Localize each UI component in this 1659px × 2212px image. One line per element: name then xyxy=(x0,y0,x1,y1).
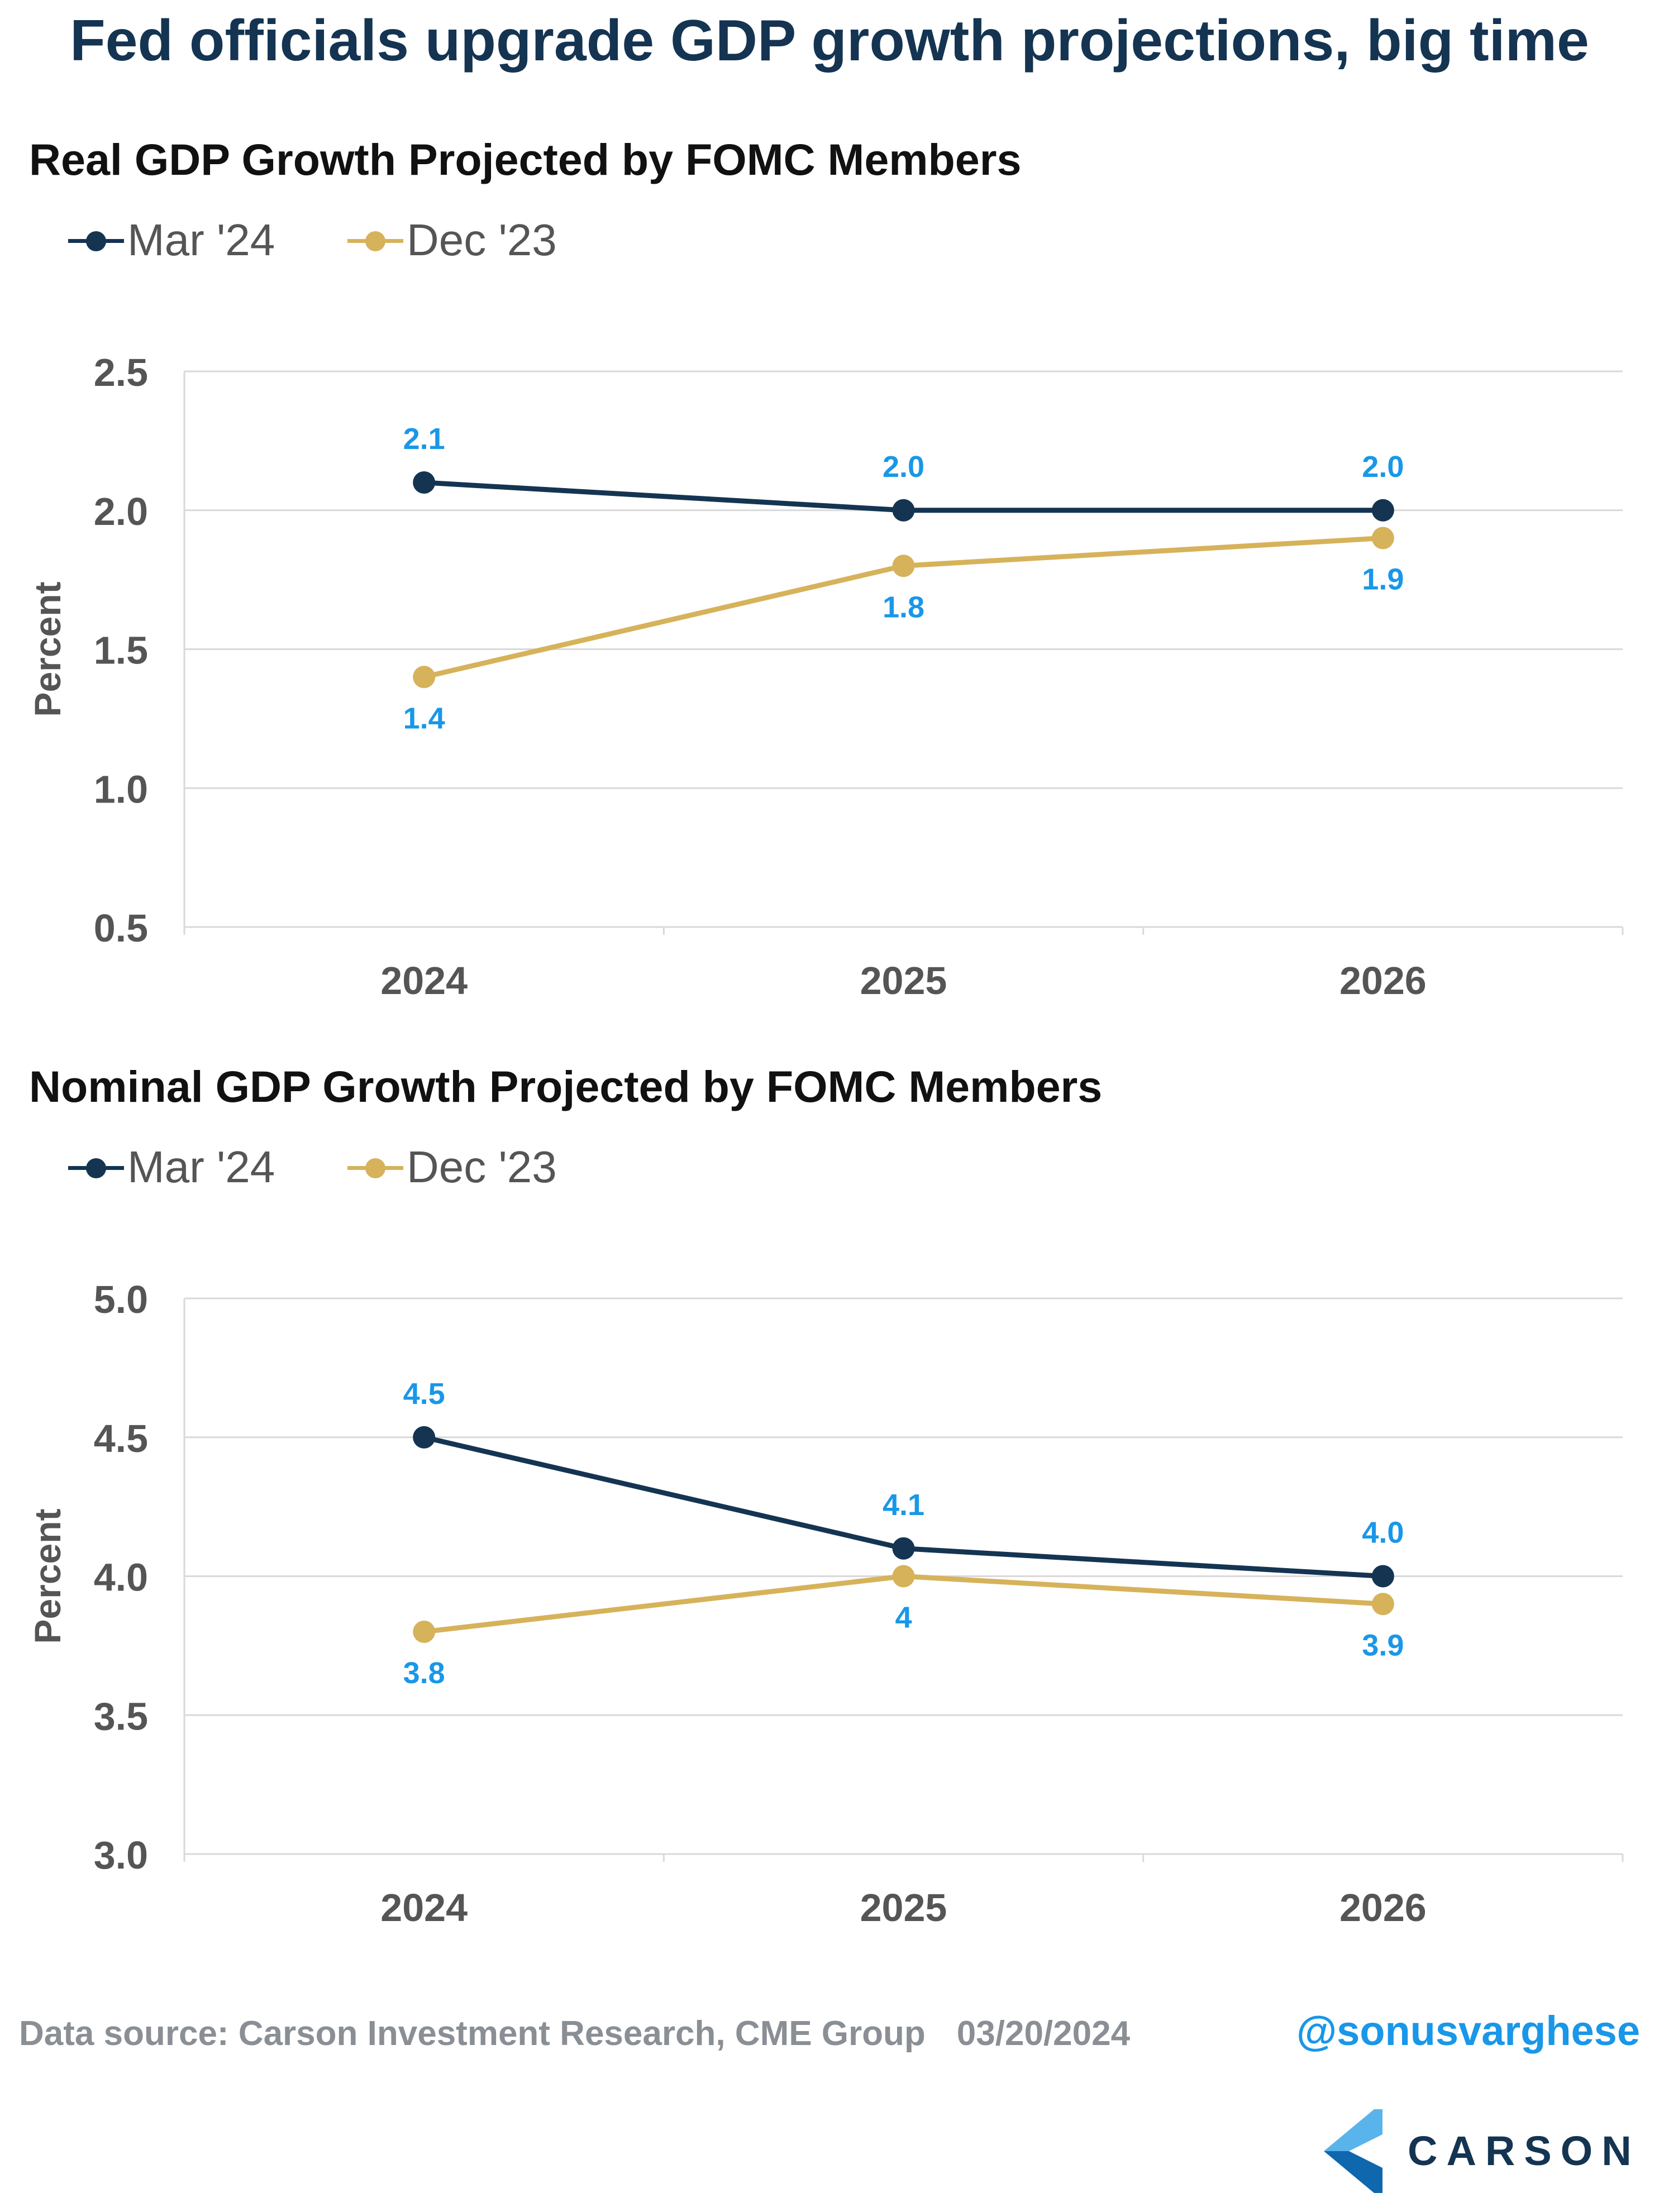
data-point-dec23 xyxy=(1371,1593,1394,1616)
data-label-mar24: 4.0 xyxy=(1362,1516,1404,1550)
data-point-mar24 xyxy=(892,1537,915,1560)
y-tick-label: 0.5 xyxy=(94,906,148,950)
data-source-text: Data source: Carson Investment Research,… xyxy=(19,2014,926,2053)
real-gdp-chart-panel: Real GDP Growth Projected by FOMC Member… xyxy=(0,134,1659,1055)
legend-label-dec23: Dec '23 xyxy=(407,215,557,265)
data-point-mar24 xyxy=(1371,499,1394,522)
data-point-mar24 xyxy=(413,1426,436,1449)
x-tick-label: 2025 xyxy=(860,959,947,1002)
legend-label-dec23: Dec '23 xyxy=(407,1142,557,1192)
headline: Fed officials upgrade GDP growth project… xyxy=(70,8,1589,73)
y-tick-label: 4.5 xyxy=(94,1417,148,1460)
y-tick-label: 3.0 xyxy=(94,1833,148,1877)
author-handle: @sonusvarghese xyxy=(1296,2008,1640,2054)
publish-date: 03/20/2024 xyxy=(956,2014,1131,2053)
data-label-dec23: 1.9 xyxy=(1362,563,1404,596)
data-label-dec23: 3.9 xyxy=(1362,1628,1404,1662)
data-source-note: Data source: Carson Investment Research,… xyxy=(19,2014,1130,2053)
y-tick-label: 4.0 xyxy=(94,1556,148,1599)
legend-marker-dec23 xyxy=(365,1158,385,1178)
logo-wordmark: CARSON xyxy=(1408,2128,1641,2174)
y-tick-label: 2.5 xyxy=(94,351,148,394)
legend-label-mar24: Mar '24 xyxy=(127,215,275,265)
data-point-dec23 xyxy=(1371,527,1394,550)
legend-marker-mar24 xyxy=(86,1158,106,1178)
carson-logo: CARSON xyxy=(1324,2106,1648,2196)
data-label-mar24: 4.5 xyxy=(403,1377,445,1411)
data-label-mar24: 2.1 xyxy=(403,422,445,456)
data-point-mar24 xyxy=(413,471,436,494)
data-point-mar24 xyxy=(892,499,915,522)
data-label-mar24: 2.0 xyxy=(883,450,924,484)
data-point-dec23 xyxy=(892,1565,915,1588)
data-label-dec23: 1.4 xyxy=(403,701,445,735)
y-axis-title: Percent xyxy=(27,581,68,716)
x-tick-label: 2025 xyxy=(860,1886,947,1929)
carson-chevron-logo-icon xyxy=(1324,2109,1382,2193)
x-tick-label: 2026 xyxy=(1339,959,1427,1002)
data-label-mar24: 4.1 xyxy=(883,1488,924,1522)
data-point-dec23 xyxy=(413,666,436,689)
data-label-dec23: 1.8 xyxy=(883,590,924,624)
chart-title: Nominal GDP Growth Projected by FOMC Mem… xyxy=(29,1062,1103,1111)
data-point-mar24 xyxy=(1371,1565,1394,1588)
data-label-dec23: 3.8 xyxy=(403,1656,445,1690)
legend-marker-dec23 xyxy=(365,231,385,251)
y-tick-label: 2.0 xyxy=(94,490,148,533)
nominal-gdp-chart-panel: Nominal GDP Growth Projected by FOMC Mem… xyxy=(0,1061,1659,1982)
y-tick-label: 1.5 xyxy=(94,629,148,672)
data-point-dec23 xyxy=(892,555,915,577)
x-tick-label: 2026 xyxy=(1339,1886,1427,1929)
legend-marker-mar24 xyxy=(86,231,106,251)
x-tick-label: 2024 xyxy=(380,959,468,1002)
y-tick-label: 3.5 xyxy=(94,1694,148,1738)
data-point-dec23 xyxy=(413,1621,436,1643)
data-label-dec23: 4 xyxy=(895,1601,912,1635)
y-tick-label: 1.0 xyxy=(94,767,148,811)
chart-title: Real GDP Growth Projected by FOMC Member… xyxy=(29,135,1022,184)
data-label-mar24: 2.0 xyxy=(1362,450,1404,484)
x-tick-label: 2024 xyxy=(380,1886,468,1929)
y-tick-label: 5.0 xyxy=(94,1278,148,1321)
nominal-gdp-plot: 3.0 3.5 4.0 4.5 5.0 2024 2025 2026 Percent 3.8 4 3.… xyxy=(27,1278,1624,1929)
y-axis-title: Percent xyxy=(27,1508,68,1644)
legend-label-mar24: Mar '24 xyxy=(127,1142,275,1192)
real-gdp-plot: 0.5 1.0 1.5 2.0 2.5 2024 2025 2026 Percent 1.4 1.8… xyxy=(27,351,1624,1002)
